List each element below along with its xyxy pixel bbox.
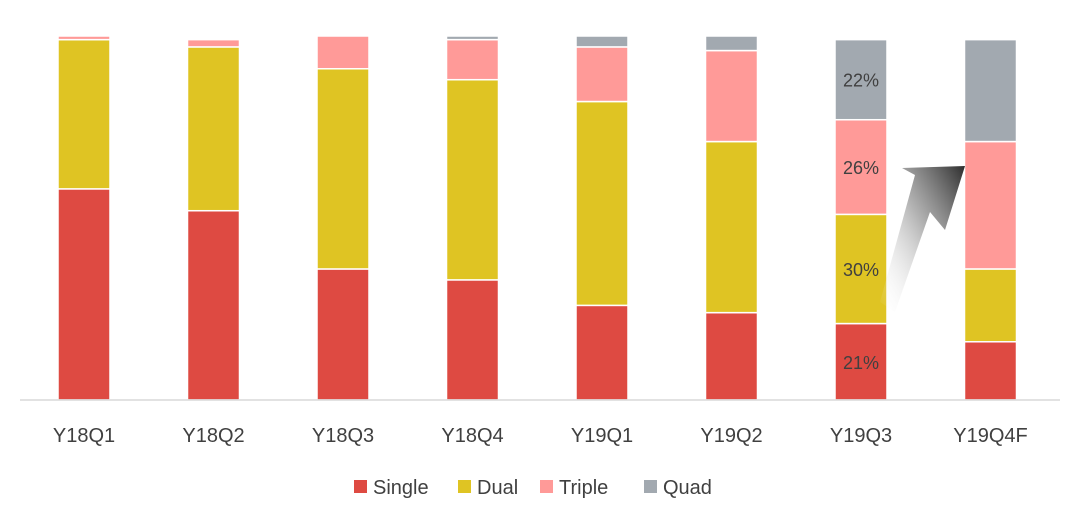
legend-label-quad: Quad [663, 477, 712, 499]
legend-swatch-quad [644, 480, 657, 493]
trend-arrow-annotation [880, 166, 965, 312]
bar-y18q2-dual [186, 46, 241, 212]
bar-y19q2-single [704, 311, 759, 401]
legend: Single Dual Triple Quad [354, 477, 712, 499]
data-label-y19q3-quad: 22% [843, 71, 879, 91]
data-label-y19q3-single: 21% [843, 353, 879, 373]
bar-y19q4f-triple [963, 140, 1018, 270]
bar-y19q2-dual [704, 140, 759, 314]
bar-y19q1-quad [575, 35, 629, 48]
bar-y19q4f-quad [963, 38, 1018, 143]
bar-y18q1-dual [57, 38, 111, 190]
bar-y19q2-triple [704, 49, 759, 143]
bar-y18q2-single [186, 209, 241, 401]
bar-y18q4-dual [445, 78, 500, 281]
bar-y19q3-triple [834, 118, 888, 216]
legend-label-dual: Dual [477, 477, 518, 499]
bar-y19q1-single [575, 304, 629, 401]
bar-y18q3-dual [316, 68, 370, 270]
bar-y18q1-triple [57, 35, 111, 41]
bar-y19q2-quad [704, 35, 759, 52]
data-label-y19q3-triple: 26% [843, 158, 879, 178]
data-label-y19q3-dual: 30% [843, 260, 879, 280]
bar-y18q1-single [57, 188, 111, 401]
x-tick-y19q4f: Y19Q4F [953, 425, 1027, 447]
bar-y19q3-quad [834, 38, 888, 121]
x-tick-labels: Y18Q1 Y18Q2 Y18Q3 Y18Q4 Y19Q1 Y19Q2 Y19Q3 Y19Q4… [53, 425, 1028, 447]
legend-swatch-single [354, 480, 367, 493]
bars-layer [57, 35, 1018, 401]
x-tick-y18q2: Y18Q2 [182, 425, 244, 447]
x-tick-y18q4: Y18Q4 [441, 425, 503, 447]
bar-y19q3-single [834, 322, 888, 401]
bar-y19q1-triple [575, 46, 629, 103]
bar-y18q4-triple [445, 38, 500, 81]
bar-y18q3-single [316, 268, 370, 401]
bar-y18q2-triple [186, 38, 241, 48]
legend-label-single: Single [373, 477, 429, 499]
bar-y18q4-single [445, 279, 500, 401]
legend-swatch-dual [458, 480, 471, 493]
data-labels: 21% 30% 26% 22% [843, 71, 879, 373]
bar-y19q3-dual [834, 213, 888, 325]
x-tick-y18q3: Y18Q3 [312, 425, 374, 447]
x-tick-y19q3: Y19Q3 [830, 425, 892, 447]
bar-y19q1-dual [575, 100, 629, 307]
x-tick-y18q1: Y18Q1 [53, 425, 115, 447]
bar-y18q3-triple [316, 35, 370, 70]
bar-y19q4f-single [963, 341, 1018, 401]
legend-swatch-triple [540, 480, 553, 493]
legend-label-triple: Triple [559, 477, 608, 499]
x-tick-y19q1: Y19Q1 [571, 425, 633, 447]
bar-y18q4-quad [445, 35, 500, 41]
x-tick-y19q2: Y19Q2 [700, 425, 762, 447]
bar-y19q4f-dual [963, 268, 1018, 343]
